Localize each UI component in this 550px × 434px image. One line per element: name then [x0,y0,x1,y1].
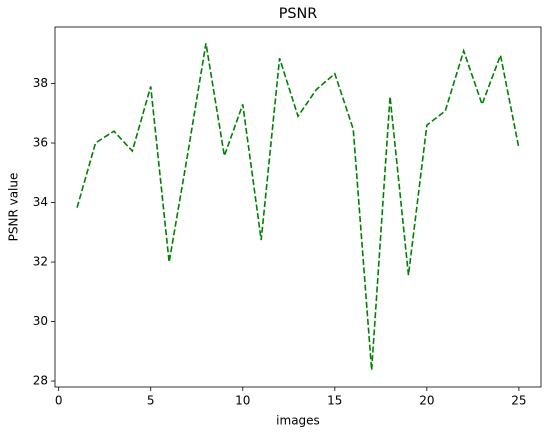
y-tick-label: 36 [33,136,48,150]
x-tick-label: 15 [327,394,342,408]
y-tick-label: 30 [33,314,48,328]
x-tick-label: 20 [419,394,434,408]
x-tick-label: 25 [511,394,526,408]
x-tick-label: 0 [55,394,63,408]
y-tick-label: 28 [33,374,48,388]
x-axis-label: images [276,414,320,428]
y-tick-label: 32 [33,255,48,269]
chart-title: PSNR [279,6,318,22]
x-tick-label: 5 [147,394,155,408]
plot-frame [54,26,542,388]
x-tick-label: 10 [235,394,250,408]
y-tick-label: 34 [33,195,48,209]
data-line [76,43,520,371]
y-tick-label: 38 [33,76,48,90]
y-axis-label: PSNR value [7,173,21,242]
